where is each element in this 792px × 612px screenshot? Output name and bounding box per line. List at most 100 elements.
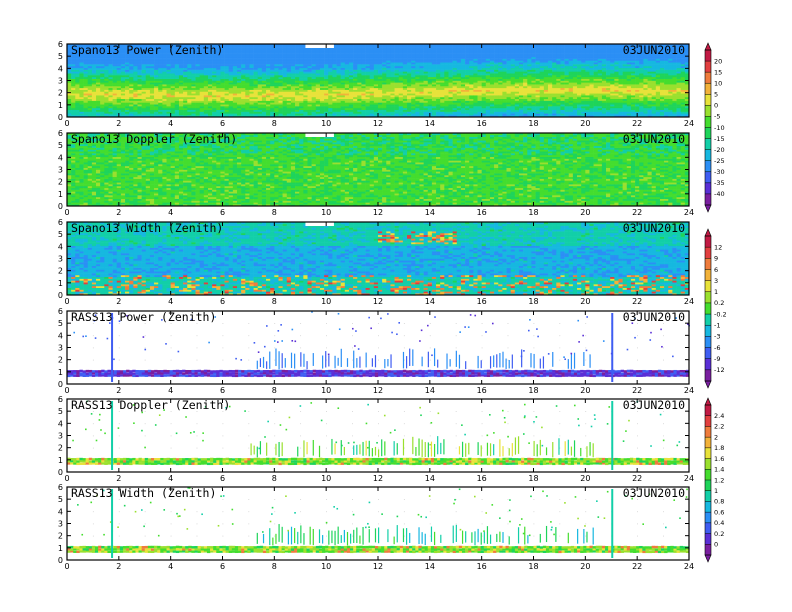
- heatmap-cell: [91, 45, 97, 48]
- heatmap-cell: [319, 115, 325, 118]
- heatmap-cell: [498, 82, 503, 85]
- heatmap-cell: [481, 54, 487, 58]
- heatmap-cell: [203, 44, 209, 47]
- heatmap-cell: [249, 84, 254, 87]
- heatmap-cell: [112, 51, 118, 54]
- heatmap-cell: [402, 62, 408, 65]
- heatmap-cell: [481, 96, 487, 100]
- heatmap-cell: [67, 95, 72, 98]
- heatmap-cell: [195, 47, 200, 50]
- heatmap-cell: [290, 51, 296, 54]
- heatmap-cell: [477, 60, 482, 63]
- heatmap-cell: [427, 75, 433, 78]
- heatmap-cell: [564, 106, 570, 109]
- heatmap-cell: [137, 82, 142, 85]
- heatmap-cell: [282, 104, 288, 107]
- heatmap-cell: [564, 56, 570, 59]
- heatmap-cell: [133, 76, 138, 79]
- heatmap-cell: [104, 76, 109, 79]
- heatmap-cell: [444, 44, 449, 47]
- heatmap-cell: [353, 104, 358, 107]
- heatmap-cell: [253, 107, 259, 110]
- heatmap-cell: [253, 96, 259, 100]
- heatmap-cell: [199, 62, 205, 65]
- heatmap-cell: [145, 115, 151, 118]
- heatmap-cell: [145, 56, 151, 59]
- heatmap-cell: [419, 104, 424, 107]
- heatmap-cell: [199, 107, 205, 110]
- heatmap-cell: [270, 71, 275, 74]
- heatmap-cell: [444, 87, 449, 90]
- heatmap-cell: [431, 44, 437, 47]
- heatmap-cell: [548, 45, 553, 48]
- heatmap-cell: [149, 111, 155, 114]
- heatmap-cell: [203, 100, 209, 103]
- heatmap-cell: [535, 104, 541, 107]
- heatmap-cell: [187, 73, 192, 76]
- heatmap-cell: [436, 44, 441, 47]
- heatmap-cell: [166, 73, 171, 76]
- heatmap-cell: [535, 84, 541, 87]
- heatmap-cell: [469, 106, 474, 109]
- heatmap-cell: [390, 45, 395, 48]
- heatmap-cell: [303, 100, 308, 103]
- heatmap-cell: [228, 107, 234, 110]
- heatmap-cell: [216, 98, 221, 101]
- heatmap-cell: [527, 87, 532, 90]
- heatmap-cell: [469, 93, 474, 96]
- heatmap-cell: [237, 49, 242, 52]
- heatmap-cell: [187, 60, 192, 63]
- heatmap-cell: [494, 115, 499, 118]
- heatmap-cell: [108, 115, 113, 118]
- heatmap-cell: [481, 67, 487, 70]
- heatmap-cell: [398, 45, 404, 48]
- heatmap-cell: [282, 78, 288, 81]
- heatmap-cell: [311, 67, 317, 70]
- heatmap-cell: [577, 89, 582, 92]
- heatmap-cell: [141, 104, 147, 107]
- heatmap-cell: [465, 58, 470, 61]
- heatmap-cell: [348, 87, 354, 90]
- heatmap-cell: [581, 71, 586, 74]
- heatmap-cell: [436, 100, 441, 103]
- heatmap-cell: [278, 85, 283, 89]
- heatmap-cell: [369, 62, 375, 65]
- heatmap-cell: [336, 73, 341, 76]
- heatmap-cell: [245, 54, 250, 58]
- heatmap-cell: [556, 56, 561, 59]
- heatmap-cell: [498, 113, 503, 116]
- heatmap-cell: [224, 98, 230, 101]
- heatmap-cell: [141, 102, 147, 105]
- heatmap-cell: [394, 60, 400, 63]
- heatmap-cell: [278, 45, 283, 48]
- heatmap-cell: [548, 44, 553, 47]
- heatmap-cell: [498, 47, 503, 50]
- heatmap-cell: [510, 93, 516, 96]
- heatmap-cell: [382, 60, 387, 63]
- heatmap-cell: [96, 111, 101, 114]
- heatmap-cell: [257, 89, 263, 92]
- heatmap-cell: [344, 60, 350, 63]
- heatmap-cell: [427, 51, 433, 54]
- heatmap-cell: [518, 60, 524, 63]
- heatmap-cell: [241, 62, 246, 65]
- heatmap-cell: [79, 64, 84, 67]
- heatmap-cell: [137, 65, 142, 69]
- heatmap-cell: [261, 54, 267, 58]
- heatmap-cell: [108, 71, 113, 74]
- heatmap-cell: [568, 78, 574, 81]
- heatmap-cell: [523, 53, 528, 56]
- heatmap-cell: [444, 78, 449, 81]
- heatmap-cell: [572, 56, 578, 59]
- heatmap-cell: [158, 113, 163, 116]
- heatmap-cell: [543, 58, 549, 61]
- heatmap-cell: [295, 45, 300, 48]
- heatmap-cell: [465, 75, 470, 78]
- heatmap-cell: [369, 113, 375, 116]
- heatmap-cell: [183, 89, 188, 92]
- heatmap-cell: [67, 51, 72, 54]
- heatmap-cell: [527, 78, 532, 81]
- heatmap-cell: [290, 85, 296, 89]
- heatmap-cell: [436, 62, 441, 65]
- heatmap-cell: [311, 65, 317, 69]
